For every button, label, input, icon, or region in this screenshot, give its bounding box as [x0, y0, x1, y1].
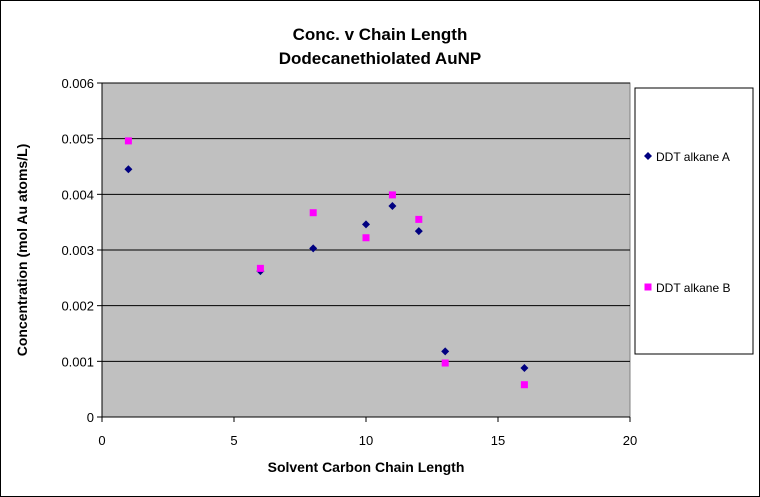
y-tick-label: 0.005	[61, 132, 94, 147]
data-point-series-b	[309, 209, 317, 217]
legend-markers	[644, 152, 652, 291]
legend: DDT alkane A DDT alkane B	[634, 87, 754, 355]
gridlines	[102, 82, 630, 362]
y-tick-label: 0	[87, 410, 94, 425]
data-point-series-b	[415, 215, 423, 223]
y-tick-label: 0.002	[61, 299, 94, 314]
chart-title: Conc. v Chain Length	[293, 25, 468, 44]
data-point-series-a	[388, 202, 397, 211]
legend-marker-series-b	[644, 283, 652, 291]
legend-marker-series-a	[644, 152, 652, 160]
legend-label-series-b: DDT alkane B	[656, 281, 730, 295]
y-axis-title: Concentration (mol Au atoms/L)	[14, 144, 30, 357]
y-tick-label: 0.001	[61, 354, 94, 369]
data-point-series-b	[441, 359, 449, 367]
y-tick-label: 0.006	[61, 76, 94, 91]
data-point-series-b	[520, 381, 528, 389]
legend-label-series-a: DDT alkane A	[656, 150, 730, 164]
data-point-series-a	[520, 364, 529, 373]
legend-box	[634, 87, 754, 355]
x-tick-label: 0	[98, 433, 105, 448]
data-point-series-a	[309, 244, 318, 253]
data-point-series-b	[256, 264, 264, 272]
data-point-series-b	[388, 191, 396, 199]
x-tick-label: 20	[623, 433, 637, 448]
data-point-series-a	[441, 347, 450, 356]
data-point-series-a	[362, 220, 370, 229]
axes: 0 0.001 0.002 0.003 0.004 0.005 0.006 0 5 10 15 20	[61, 76, 637, 448]
data-point-series-a	[124, 165, 133, 174]
data-point-series-b	[362, 234, 370, 242]
y-tick-label: 0.004	[61, 187, 94, 202]
y-tick-label: 0.003	[61, 243, 94, 258]
data-point-series-b	[124, 137, 132, 145]
x-tick-label: 10	[359, 433, 373, 448]
x-tick-label: 5	[230, 433, 237, 448]
x-axis-title: Solvent Carbon Chain Length	[268, 459, 465, 475]
data-point-series-a	[414, 227, 423, 236]
x-tick-label: 15	[491, 433, 505, 448]
chart-subtitle: Dodecanethiolated AuNP	[279, 49, 481, 68]
data-points	[124, 137, 529, 389]
